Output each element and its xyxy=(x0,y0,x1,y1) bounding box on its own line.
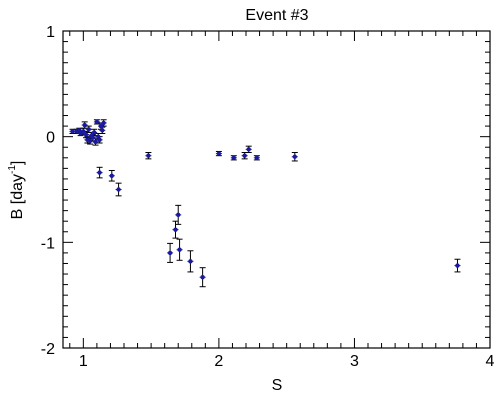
plot-frame xyxy=(62,30,491,349)
data-point xyxy=(167,250,173,256)
data-point xyxy=(82,122,87,128)
data-point xyxy=(90,135,96,140)
data-point xyxy=(97,137,102,143)
x-tick-label: 1 xyxy=(79,353,88,370)
data-point xyxy=(176,212,181,218)
chart-title: Event #3 xyxy=(245,7,308,24)
data-point xyxy=(455,263,460,268)
data-point xyxy=(173,227,178,232)
data-point xyxy=(100,128,105,133)
data-point xyxy=(70,129,75,134)
y-axis-label-main: B [day xyxy=(9,174,26,219)
data-point xyxy=(177,247,182,252)
data-point xyxy=(87,138,93,144)
x-axis-label: S xyxy=(272,377,283,394)
axis-ticks: 1 2 3 4 -2 -1 0 1 xyxy=(41,24,495,370)
data-point xyxy=(86,127,91,132)
data-point xyxy=(231,155,236,160)
data-point xyxy=(200,275,205,280)
x-tick-label: 4 xyxy=(486,353,495,370)
data-point xyxy=(246,147,251,152)
data-point xyxy=(188,259,193,264)
y-tick-label: -2 xyxy=(41,341,55,358)
data-point xyxy=(116,187,121,192)
data-point xyxy=(216,151,222,156)
data-point xyxy=(101,120,106,126)
x-tick-label: 3 xyxy=(350,353,359,370)
y-axis-label: B [day-1] xyxy=(7,161,26,220)
data-points xyxy=(70,119,460,280)
data-point xyxy=(91,130,97,135)
data-point xyxy=(146,153,151,158)
x-tick-label: 2 xyxy=(214,353,223,370)
y-tick-label: 1 xyxy=(46,24,55,41)
y-tick-label: -1 xyxy=(41,235,55,252)
data-point xyxy=(242,153,247,158)
data-point xyxy=(94,119,100,125)
data-point xyxy=(292,154,297,159)
error-bars xyxy=(69,119,461,288)
data-point xyxy=(254,155,260,160)
y-axis-label-close: ] xyxy=(9,161,26,165)
data-point xyxy=(98,123,104,129)
y-axis-label-exponent: -1 xyxy=(7,165,18,174)
y-tick-label: 0 xyxy=(46,130,55,147)
data-point xyxy=(109,173,115,178)
data-point xyxy=(93,139,98,145)
data-point xyxy=(81,129,86,134)
data-point xyxy=(83,132,89,137)
data-point xyxy=(97,170,102,175)
